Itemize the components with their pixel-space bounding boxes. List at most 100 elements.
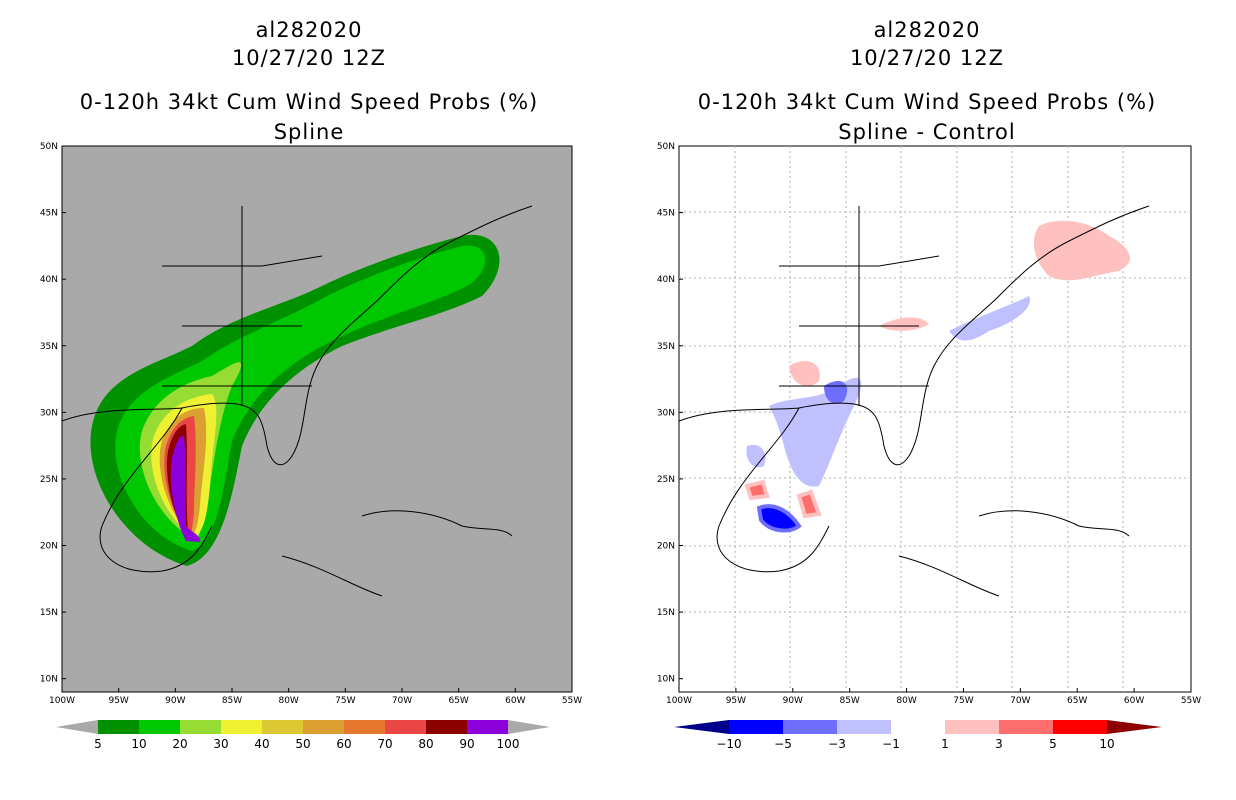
lat-tick-label: 10N — [40, 675, 58, 685]
lat-tick-label: 40N — [40, 275, 58, 285]
panel-subtitle: Spline - Control — [838, 120, 1016, 144]
gridlines — [679, 146, 1191, 692]
colorbar-swatch — [426, 720, 467, 734]
lon-tick-label: 95W — [108, 696, 128, 706]
positive-region-northeast — [1033, 220, 1130, 281]
lon-tick-label: 90W — [165, 696, 185, 706]
colorbar-label: 5 — [94, 737, 102, 751]
lat-tick-label: 15N — [40, 608, 58, 618]
difference-panel: al282020 10/27/20 12Z 0-120h 34kt Cum Wi… — [618, 0, 1236, 800]
colorbar-label: 70 — [377, 737, 392, 751]
colorbar-swatch — [837, 720, 891, 734]
lat-tick-label: 25N — [40, 475, 58, 485]
colorbar-swatch — [344, 720, 385, 734]
colorbar-swatch — [385, 720, 426, 734]
colorbar-label: 50 — [295, 737, 310, 751]
colorbar-swatch — [999, 720, 1053, 734]
lat-tick-label: 45N — [40, 209, 58, 219]
colorbar-label: 90 — [459, 737, 474, 751]
probability-colorbar: 5 10 20 30 40 50 60 70 80 90 100 — [56, 720, 550, 751]
colorbar-swatch — [303, 720, 344, 734]
probability-swath — [90, 234, 500, 567]
product-title: 0-120h 34kt Cum Wind Speed Probs (%) — [697, 90, 1157, 114]
lat-tick-label: 30N — [657, 408, 675, 418]
colorbar-swatch — [945, 720, 999, 734]
colorbar-label: 10 — [131, 737, 146, 751]
lon-tick-label: 80W — [278, 696, 298, 706]
lat-tick-label: 25N — [657, 475, 675, 485]
map-background — [678, 145, 1192, 693]
colorbar-right-arrow — [1107, 720, 1162, 734]
lat-tick-label: 20N — [40, 542, 58, 552]
colorbar-right-arrow — [508, 720, 550, 734]
colorbar-label: −5 — [774, 737, 792, 751]
storm-id: al282020 — [873, 18, 981, 42]
colorbar-label: 30 — [213, 737, 228, 751]
lon-tick-label: 100W — [666, 696, 692, 706]
negative-core-yucatan — [756, 504, 802, 533]
colorbar-label: 80 — [418, 737, 433, 751]
lon-tick-label: 65W — [448, 696, 468, 706]
colorbar-label: 60 — [336, 737, 351, 751]
colorbar-label: 100 — [497, 737, 520, 751]
datetime: 10/27/20 12Z — [849, 46, 1005, 70]
coastlines — [678, 205, 1150, 597]
positive-region-west — [789, 361, 820, 386]
lon-tick-label: 85W — [839, 696, 859, 706]
lat-tick-label: 15N — [657, 608, 675, 618]
colorbar-swatch — [262, 720, 303, 734]
colorbar-swatch — [891, 720, 945, 734]
colorbar-label: −10 — [716, 737, 741, 751]
colorbar-swatch — [180, 720, 221, 734]
storm-id: al282020 — [255, 18, 363, 42]
colorbar-label: 40 — [254, 737, 269, 751]
colorbar-swatch — [139, 720, 180, 734]
negative-region-gulf — [769, 377, 862, 487]
lon-tick-label: 95W — [726, 696, 746, 706]
lat-tick-label: 35N — [40, 342, 58, 352]
colorbar-label: 10 — [1099, 737, 1114, 751]
colorbar-label: 1 — [941, 737, 949, 751]
colorbar-label: 5 — [1049, 737, 1057, 751]
lat-tick-label: 50N — [657, 142, 675, 152]
colorbar-label: −3 — [828, 737, 846, 751]
lon-tick-label: 80W — [896, 696, 916, 706]
negative-core-gulf — [824, 381, 848, 404]
datetime: 10/27/20 12Z — [231, 46, 387, 70]
colorbar-swatch — [729, 720, 783, 734]
difference-colorbar: −10 −5 −3 −1 1 3 5 10 — [674, 720, 1162, 751]
lon-tick-label: 65W — [1067, 696, 1087, 706]
colorbar-left-arrow — [56, 720, 98, 734]
lat-tick-label: 10N — [657, 675, 675, 685]
lat-tick-label: 50N — [40, 142, 58, 152]
product-title: 0-120h 34kt Cum Wind Speed Probs (%) — [79, 90, 539, 114]
lon-tick-label: 85W — [222, 696, 242, 706]
negative-region-atlantic — [949, 296, 1030, 341]
lon-tick-label: 70W — [392, 696, 412, 706]
coastlines — [61, 205, 533, 597]
lon-tick-label: 100W — [49, 696, 75, 706]
lon-tick-label: 75W — [953, 696, 973, 706]
positive-region-ne-coast — [879, 317, 929, 331]
negative-region-small — [746, 444, 766, 468]
positive-box-left — [744, 479, 770, 501]
lon-tick-label: 60W — [505, 696, 525, 706]
lon-tick-label: 90W — [783, 696, 803, 706]
lat-tick-label: 30N — [40, 408, 58, 418]
colorbar-swatch — [98, 720, 139, 734]
difference-contours — [744, 220, 1130, 533]
swath-100 — [170, 435, 201, 542]
difference-map: 50N 45N 40N 35N 30N 25N 20N 15N 10N 100W 95W 90W 85W… — [657, 142, 1201, 706]
colorbar-swatch — [1053, 720, 1107, 734]
lon-tick-label: 55W — [562, 696, 582, 706]
lat-tick-label: 35N — [657, 342, 675, 352]
panel-subtitle: Spline — [273, 120, 345, 144]
probability-map: 50N 45N 40N 35N 30N 25N 20N 15N 10N 100W 95W 90W 85W… — [40, 142, 582, 706]
lat-tick-label: 40N — [657, 275, 675, 285]
lat-tick-label: 20N — [657, 542, 675, 552]
colorbar-swatch — [467, 720, 508, 734]
positive-box-right — [796, 489, 822, 519]
colorbar-label: −1 — [882, 737, 900, 751]
colorbar-swatch — [221, 720, 262, 734]
lat-tick-label: 45N — [657, 209, 675, 219]
